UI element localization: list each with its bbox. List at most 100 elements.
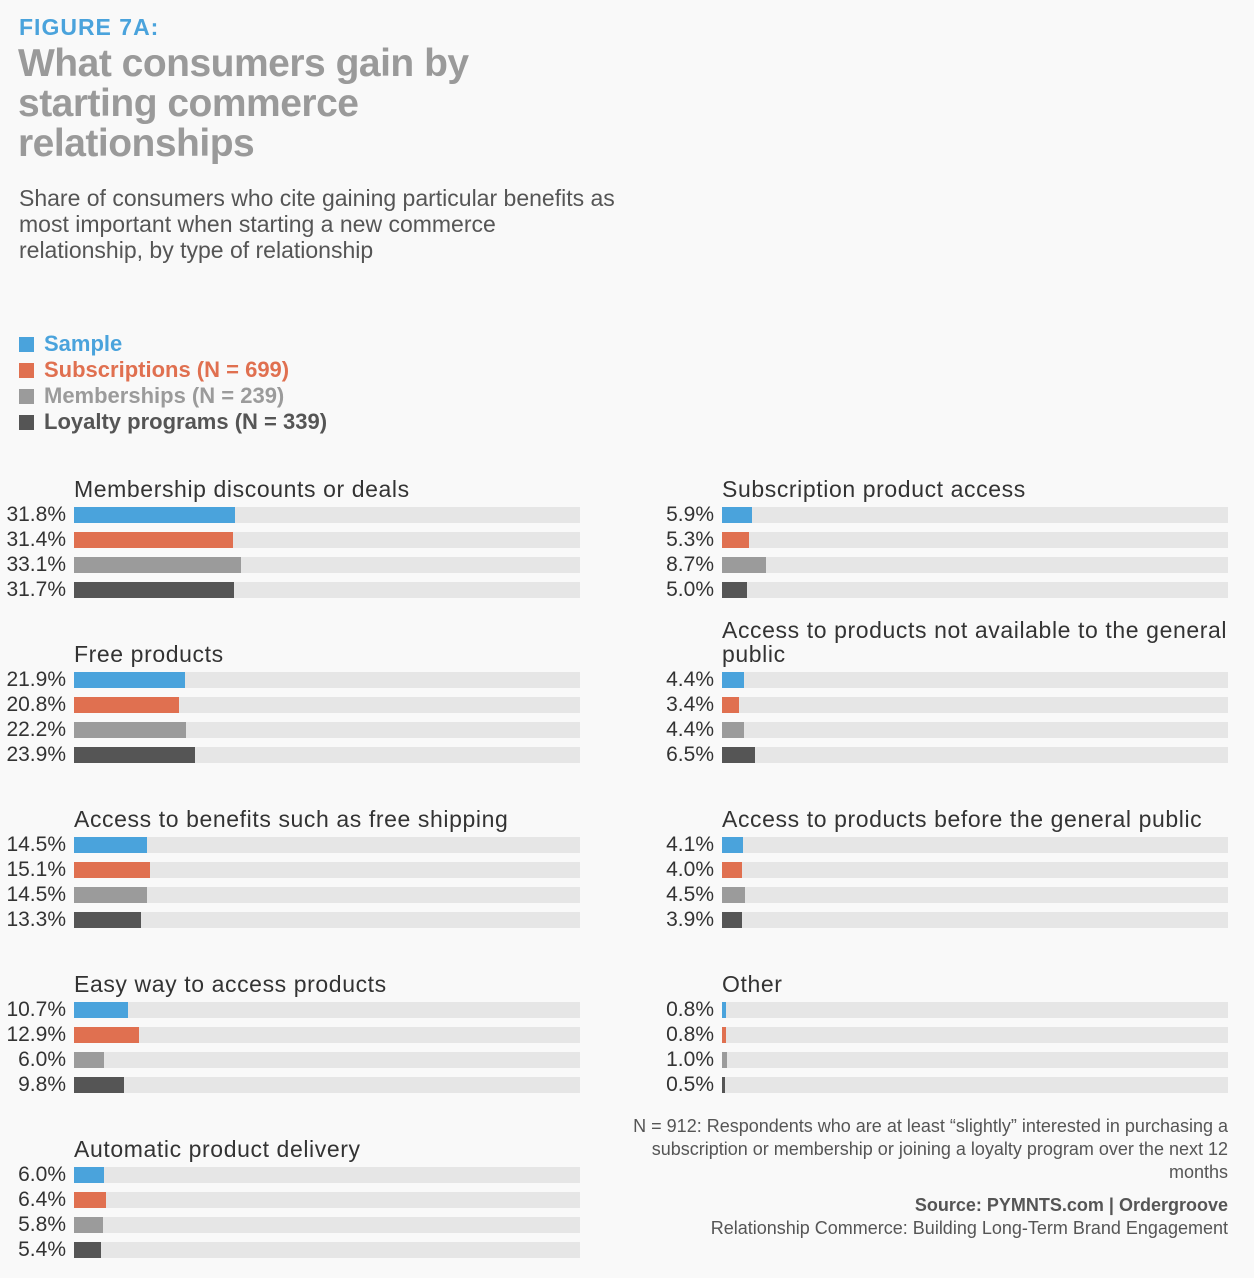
data-label: 33.1% <box>6 553 66 576</box>
bar-row: 5.9% <box>648 503 1254 526</box>
bar-track <box>74 1002 580 1018</box>
source-label-text: Source: PYMNTS.com | Ordergroove <box>914 1195 1228 1215</box>
legend: Sample Subscriptions (N = 699) Memberships… <box>19 331 327 435</box>
category-label: Automatic product delivery <box>74 1136 361 1162</box>
data-label: 4.4% <box>666 718 714 741</box>
bar-row: 0.8% <box>648 1023 1254 1046</box>
bar-track <box>74 887 580 903</box>
bar <box>74 887 148 903</box>
bar <box>722 837 743 853</box>
data-label: 31.8% <box>6 503 66 526</box>
bar <box>722 862 743 878</box>
legend-item: Subscriptions (N = 699) <box>19 357 327 383</box>
legend-item: Loyalty programs (N = 339) <box>19 409 327 435</box>
category-label: Access to benefits such as free shipping <box>74 806 509 832</box>
data-label: 0.8% <box>666 1023 714 1046</box>
bar-row: 14.5% <box>0 833 640 856</box>
bar-row: 15.1% <box>0 858 640 881</box>
bar <box>74 1192 107 1208</box>
bar-track <box>74 722 580 738</box>
bar <box>74 557 242 573</box>
data-label: 5.8% <box>18 1213 66 1236</box>
bar-row: 3.4% <box>648 693 1254 716</box>
bar-track <box>74 1027 580 1043</box>
bar-track <box>722 722 1228 738</box>
bar-group: Free products 21.9% 20.8% 22.2% 23.9% <box>0 642 640 772</box>
bar-track <box>722 672 1228 688</box>
bar-group: Easy way to access products 10.7% 12.9% 6.0… <box>0 972 640 1102</box>
legend-label: Subscriptions (N = 699) <box>44 357 290 382</box>
bar-track <box>722 557 1228 573</box>
bar-track <box>74 912 580 928</box>
bar <box>74 1052 105 1068</box>
bar-group: Other 0.8% 0.8% 1.0% 0.5% <box>648 972 1254 1102</box>
bar-group: Access to benefits such as free shipping… <box>0 807 640 937</box>
data-label: 4.0% <box>666 858 714 881</box>
bar-track <box>74 862 580 878</box>
legend-swatch <box>19 414 34 430</box>
bar-row: 9.8% <box>0 1073 640 1096</box>
bar-row: 4.0% <box>648 858 1254 881</box>
bar-row: 6.0% <box>0 1048 640 1071</box>
bar-row: 13.3% <box>0 908 640 931</box>
data-label: 0.5% <box>666 1073 714 1096</box>
category-label: Membership discounts or deals <box>74 476 410 502</box>
bar <box>74 1217 104 1233</box>
figure-label: FIGURE 7A: <box>19 14 160 40</box>
bar <box>74 747 195 763</box>
data-label: 10.7% <box>6 998 66 1021</box>
bar <box>74 862 151 878</box>
data-label: 0.8% <box>666 998 714 1021</box>
legend-label: Sample <box>44 331 123 356</box>
legend-label: Loyalty programs (N = 339) <box>44 409 328 434</box>
data-label: 12.9% <box>6 1023 66 1046</box>
bar-track <box>722 532 1228 548</box>
bar <box>722 697 740 713</box>
bar <box>74 1167 105 1183</box>
bar <box>74 697 180 713</box>
bar-track <box>722 862 1228 878</box>
data-label: 9.8% <box>18 1073 66 1096</box>
bar <box>74 722 187 738</box>
bar <box>722 1002 727 1018</box>
bar-row: 1.0% <box>648 1048 1254 1071</box>
bar <box>74 582 235 598</box>
data-label: 15.1% <box>6 858 66 881</box>
data-label: 14.5% <box>6 833 66 856</box>
bar-row: 12.9% <box>0 1023 640 1046</box>
bar <box>722 557 767 573</box>
bar-row: 31.8% <box>0 503 640 526</box>
data-label: 21.9% <box>6 668 66 691</box>
category-label: Access to products not available to the … <box>722 617 1228 667</box>
legend-swatch <box>19 336 34 352</box>
legend-swatch <box>19 388 34 404</box>
data-label: 4.1% <box>666 833 714 856</box>
bar-row: 4.1% <box>648 833 1254 856</box>
data-label: 6.4% <box>18 1188 66 1211</box>
bar <box>74 1077 124 1093</box>
bar <box>74 532 233 548</box>
bar-row: 0.8% <box>648 998 1254 1021</box>
data-label: 31.4% <box>6 528 66 551</box>
bar-row: 5.0% <box>648 578 1254 601</box>
data-label: 22.2% <box>6 718 66 741</box>
category-label: Other <box>722 971 783 997</box>
bar <box>74 1002 129 1018</box>
bar <box>74 837 148 853</box>
bar-group: Subscription product access 5.9% 5.3% 8.7% 5… <box>648 477 1254 607</box>
bar-track <box>722 887 1228 903</box>
bar <box>722 582 748 598</box>
legend-swatch <box>19 362 34 378</box>
bar-track <box>722 697 1228 713</box>
bar-track <box>722 837 1228 853</box>
bar-track <box>74 507 580 523</box>
bar-row: 5.4% <box>0 1238 640 1261</box>
bar-row: 0.5% <box>648 1073 1254 1096</box>
bar <box>74 672 185 688</box>
data-label: 14.5% <box>6 883 66 906</box>
bar-row: 33.1% <box>0 553 640 576</box>
category-label: Access to products before the general pu… <box>722 806 1203 832</box>
bar-track <box>74 747 580 763</box>
bar-track <box>74 697 580 713</box>
data-label: 5.0% <box>666 578 714 601</box>
